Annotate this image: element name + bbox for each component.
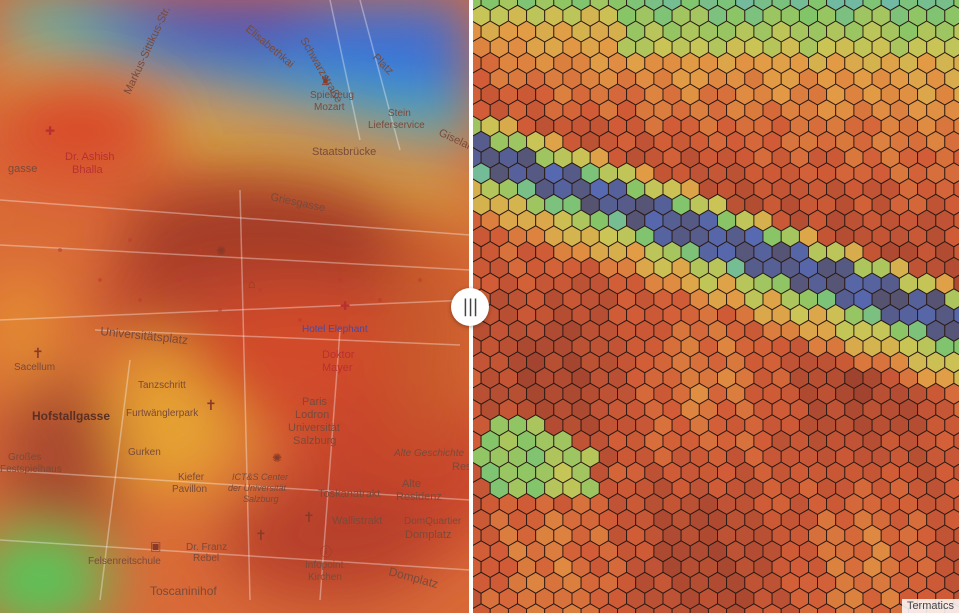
label-bhalla: Bhalla	[72, 164, 103, 176]
label-der-universitaet: der Universität	[228, 483, 287, 493]
label-gasse: gasse	[8, 163, 37, 175]
hexbin-cell	[489, 603, 509, 613]
hexbin-canvas	[472, 0, 959, 613]
hexbin-cell	[744, 603, 764, 613]
label-paris: Paris	[302, 396, 328, 408]
hexbin-cell	[817, 603, 837, 613]
hexbin-cell	[580, 603, 600, 613]
medical-icon: ✚	[340, 299, 350, 313]
hexbin-cell	[526, 603, 546, 613]
label-lieferservice: Lieferservice	[368, 120, 425, 131]
hexbin-cell	[617, 603, 637, 613]
label-toskanatrakt: Toskanatrakt	[318, 488, 380, 500]
label-felsenreitschule: Felsenreitschule	[88, 556, 161, 567]
art-icon: ✺	[272, 451, 282, 465]
map-attribution: Termatics	[901, 599, 959, 613]
label-dr-franz: Dr. Franz	[186, 542, 227, 553]
hexbin-cell	[635, 603, 655, 613]
label-salzburg: Salzburg	[293, 435, 336, 447]
medical-icon: ✚	[45, 124, 55, 138]
hexbin-cell	[653, 603, 673, 613]
hexbin-cell	[562, 603, 582, 613]
label-kirchen: Kirchen	[308, 572, 342, 583]
label-wallistrakt: Wallistrakt	[332, 515, 382, 527]
church-icon: ✝	[303, 509, 315, 525]
label-grosses: Großes	[8, 452, 41, 463]
label-domplatz: Domplatz	[405, 529, 451, 541]
label-domquartier: DomQuartier	[404, 516, 462, 527]
museum-icon: ⌂	[248, 277, 255, 291]
info-icon: ⓘ	[320, 545, 332, 559]
label-staatsbruecke: Staatsbrücke	[312, 146, 376, 158]
label-residenz: Residenz	[396, 491, 442, 503]
label-hofstallgasse: Hofstallgasse	[32, 409, 110, 423]
label-pavillon: Pavillon	[172, 484, 207, 495]
church-icon: ✝	[255, 527, 267, 543]
hexbin-cell	[780, 603, 800, 613]
hexbin-cell	[707, 603, 728, 613]
label-mozart: Mozart	[314, 102, 345, 113]
hexbin-cell	[598, 603, 618, 613]
label-tanzschritt: Tanzschritt	[138, 380, 186, 391]
label-sacellum: Sacellum	[14, 362, 55, 373]
hexbin-cell	[762, 603, 782, 613]
label-spielzeug: Spielzeug	[310, 90, 354, 101]
hexbin-cell	[871, 603, 891, 613]
label-toscaninihof: Toscaninihof	[150, 584, 217, 598]
hexbin-cell	[853, 603, 873, 613]
hexbin-cell	[544, 603, 564, 613]
label-mayer: Mayer	[322, 362, 353, 374]
slider-handle-icon: |||	[462, 296, 478, 317]
hexbin-cell	[671, 603, 691, 613]
hexbin-cell	[689, 603, 709, 613]
church-icon: ✝	[205, 397, 217, 413]
heatmap-pane[interactable]: Schwarzstraße Markus-Sittikus-Str. Elisa…	[0, 0, 470, 613]
hexbin-cell	[835, 603, 855, 613]
label-festspielhaus: Festspielhaus	[0, 464, 62, 475]
label-furtwaenglerpark: Furtwänglerpark	[126, 408, 199, 419]
hexbin-pane[interactable]	[472, 0, 959, 613]
monument-icon: ♜	[320, 74, 331, 88]
label-lodron: Lodron	[295, 409, 329, 421]
label-universitaet: Universität	[288, 422, 340, 434]
label-doktor: Doktor	[322, 349, 355, 361]
compare-slider-handle[interactable]: |||	[451, 288, 489, 326]
label-alte: Alte	[402, 478, 421, 490]
hexbin-cell	[472, 603, 491, 613]
hexbin-cell	[507, 603, 528, 613]
cinema-icon: ▣	[150, 539, 161, 553]
label-stein: Stein	[388, 108, 411, 119]
label-hotel-elephant: Hotel Elephant	[302, 324, 368, 335]
label-infopoint: Infopoint	[305, 560, 344, 571]
label-rebel: Rebel	[193, 553, 219, 564]
hexbin-grid	[472, 0, 959, 613]
label-dr-ashish: Dr. Ashish	[65, 151, 115, 163]
hexbin-cell	[726, 603, 746, 613]
label-res: Res	[452, 461, 470, 473]
label-kiefer: Kiefer	[178, 472, 205, 483]
hexbin-cell	[798, 603, 818, 613]
art-icon: ✺	[216, 244, 226, 258]
heatmap-canvas: Schwarzstraße Markus-Sittikus-Str. Elisa…	[0, 0, 470, 613]
church-icon: ✝	[32, 345, 44, 361]
label-icts: ICT&S Center	[232, 472, 289, 482]
label-gurken: Gurken	[128, 447, 161, 458]
label-alte-geschichte: Alte Geschichte	[393, 448, 464, 459]
label-salzburg-2: Salzburg	[243, 494, 279, 504]
